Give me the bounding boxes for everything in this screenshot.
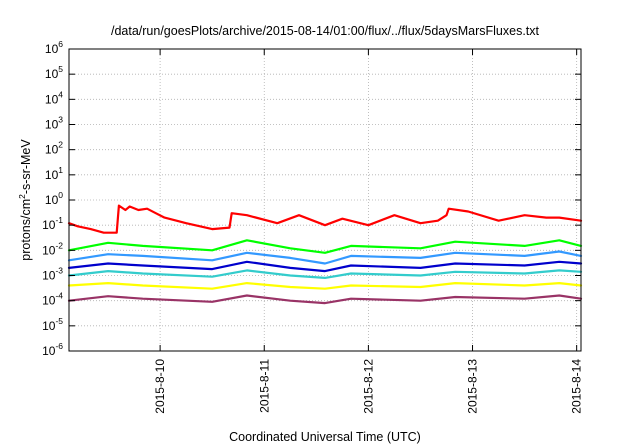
y-tick-label-exponent: -4: [55, 291, 63, 301]
y-tick-label: 102: [45, 140, 63, 157]
series-line: [67, 204, 583, 234]
series-line: [67, 250, 583, 265]
y-axis-title-rest: -s-sr-MeV: [19, 139, 33, 195]
y-tick-label-base: 10: [42, 243, 56, 257]
y-tick-label-base: 10: [45, 67, 59, 81]
series-line: [67, 260, 583, 273]
y-tick-label-exponent: 2: [58, 140, 63, 150]
y-tick-label: 100: [45, 190, 63, 207]
x-axis-title: Coordinated Universal Time (UTC): [229, 430, 421, 444]
y-tick-label-exponent: 1: [58, 165, 63, 175]
y-tick-label-base: 10: [45, 143, 59, 157]
grid: [69, 49, 581, 351]
series-layer: [67, 204, 583, 305]
y-tick-label: 101: [45, 165, 63, 182]
y-axis-title-base: protons/cm: [19, 199, 33, 261]
y-tick-label: 10-3: [42, 266, 63, 283]
y-tick-label-exponent: -5: [55, 316, 63, 326]
y-tick-label-exponent: -2: [55, 240, 63, 250]
x-tick-label: 2015-8-10: [153, 359, 167, 414]
y-tick-label: 106: [45, 39, 63, 56]
y-tick-label-exponent: 3: [58, 115, 63, 125]
x-tick-label: 2015-8-12: [361, 359, 375, 414]
y-tick-label-base: 10: [45, 92, 59, 106]
y-tick-label-exponent: -6: [55, 341, 63, 351]
x-tick-label: 2015-8-11: [257, 359, 271, 413]
y-tick-label: 10-1: [42, 215, 63, 232]
y-axis-title-exponent: 2: [17, 194, 27, 199]
y-tick-label-base: 10: [45, 168, 59, 182]
y-tick-label-base: 10: [45, 118, 59, 132]
y-axis-title-group: protons/cm2-s-sr-MeV: [17, 139, 33, 261]
y-tick-label-exponent: 4: [58, 89, 63, 99]
y-tick-label: 10-2: [42, 240, 63, 257]
y-tick-label-base: 10: [42, 294, 56, 308]
y-tick-label-base: 10: [42, 218, 56, 232]
y-tick-label-exponent: 0: [58, 190, 63, 200]
y-tick-label: 10-5: [42, 316, 63, 333]
y-tick-label-exponent: 6: [58, 39, 63, 49]
series-line: [67, 294, 583, 305]
y-tick-label: 105: [45, 64, 63, 81]
x-tick-label: 2015-8-13: [466, 359, 480, 414]
y-tick-label: 104: [45, 89, 63, 106]
y-tick-label-base: 10: [45, 193, 59, 207]
y-tick-label: 103: [45, 115, 63, 132]
axis-ticks: 10-610-510-410-310-210-11001011021031041…: [42, 39, 584, 414]
y-tick-label-base: 10: [45, 42, 59, 56]
chart-title: /data/run/goesPlots/archive/2015-08-14/0…: [111, 24, 540, 38]
y-tick-label: 10-6: [42, 341, 63, 358]
y-tick-label: 10-4: [42, 291, 63, 308]
y-tick-label-exponent: 5: [58, 64, 63, 74]
y-tick-label-base: 10: [42, 319, 56, 333]
series-line: [67, 239, 583, 254]
y-tick-label-base: 10: [42, 344, 56, 358]
y-axis-title: protons/cm2-s-sr-MeV: [17, 139, 33, 261]
y-tick-label-exponent: -1: [55, 215, 63, 225]
series-line: [67, 269, 583, 279]
y-tick-label-exponent: -3: [55, 266, 63, 276]
x-tick-label: 2015-8-14: [570, 359, 584, 414]
y-tick-label-base: 10: [42, 269, 56, 283]
series-line: [67, 282, 583, 290]
